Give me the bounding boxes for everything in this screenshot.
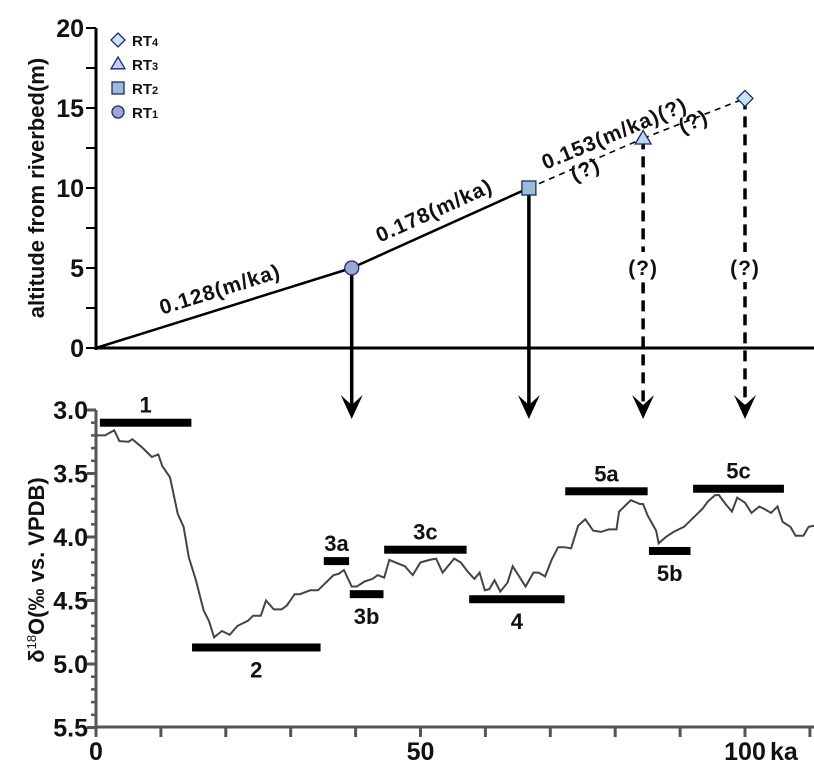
terrace-segment-1	[95, 266, 353, 350]
ylabel-prefix: δ	[24, 649, 49, 662]
top-y-tick-label: 15	[56, 95, 84, 123]
top-y-tick-label: 20	[56, 15, 84, 43]
mis-stage-bar-3a	[323, 557, 350, 566]
bottom-y-tick-label: 4.0	[53, 524, 88, 552]
mis-stage-bar-5b	[648, 546, 691, 555]
bottom-x-tick-label: 0	[89, 738, 103, 763]
mis-stage-label-5b: 5b	[657, 561, 683, 586]
mis-stage-label-5c: 5c	[726, 459, 750, 484]
marker-rt4	[736, 89, 754, 108]
legend-diamond-icon	[110, 32, 126, 48]
bottom-y-tick-label: 5.5	[53, 715, 88, 743]
mis-stage-bar-4	[469, 595, 565, 604]
arrow-label-bg	[625, 252, 662, 282]
mis-stage-bar-3c	[384, 545, 467, 554]
rate-label-rt1: 0.128(m/ka)	[157, 260, 284, 319]
rate-label-rt3-rt4: 0.153(m/ka)(?)	[538, 94, 690, 175]
ylabel-suffix: O(‰ vs. VPDB)	[24, 477, 49, 635]
legend-circle-icon	[111, 105, 125, 119]
top-y-tick-label: 0	[70, 335, 84, 363]
bottom-y-tick-label: 4.5	[53, 588, 88, 616]
mis-stage-bar-1	[99, 418, 192, 427]
mis-stage-bar-2	[192, 643, 321, 652]
mis-stage-label-3b: 3b	[354, 604, 380, 629]
terrace-segment-3	[528, 137, 644, 189]
terrace-segment-4	[642, 97, 746, 140]
bottom-x-axis-unit: ka	[770, 738, 799, 763]
mis-stage-label-3a: 3a	[324, 531, 349, 556]
mis-stage-label-3c: 3c	[413, 520, 437, 545]
arrow-down-icon	[517, 395, 540, 419]
legend-square-icon	[111, 81, 125, 95]
arrow-uncertain-label: (?)	[628, 257, 658, 280]
legend-label-rt4: RT4	[132, 33, 159, 50]
legend-label-rt1: RT1	[132, 105, 158, 122]
arrow-down-icon	[734, 395, 756, 419]
bottom-y-axis-title: δ18O(‰ vs. VPDB)	[24, 477, 49, 663]
mis-stage-bar-3b	[349, 590, 384, 599]
mis-stage-label-4: 4	[511, 609, 524, 634]
marker-rt2	[521, 180, 537, 196]
bottom-y-tick-label: 5.0	[53, 651, 88, 679]
bottom-y-tick-label: 3.0	[53, 397, 88, 425]
legend-label-rt3: RT3	[132, 57, 158, 74]
mis-stage-label-2: 2	[250, 657, 262, 682]
legend-label-rt2: RT2	[132, 81, 158, 98]
bottom-y-tick-label: 3.5	[53, 461, 88, 489]
terrace-segment-2	[351, 186, 530, 270]
mis-stage-label-5a: 5a	[594, 461, 619, 486]
legend-triangle-icon	[109, 55, 127, 70]
mis-stage-bar-5c	[693, 484, 784, 493]
top-y-tick-label: 5	[70, 255, 84, 283]
d18o-curve	[96, 428, 814, 639]
marker-rt1	[344, 260, 360, 276]
marker-rt3	[633, 129, 653, 145]
arrow-label-bg	[727, 252, 763, 282]
bottom-x-tick-label: 50	[407, 738, 435, 763]
mis-stage-label-1: 1	[140, 393, 152, 418]
mis-stage-bar-5a	[565, 487, 648, 496]
arrow-uncertain-label: (?)	[730, 257, 760, 280]
top-y-axis-title: altitude from riverbed(m)	[24, 58, 49, 318]
arrow-down-icon	[340, 395, 363, 419]
ylabel-sup: 18	[24, 635, 39, 649]
bottom-x-tick-label: 100	[724, 738, 766, 763]
arrow-down-icon	[632, 395, 655, 419]
top-y-tick-label: 10	[56, 175, 84, 203]
